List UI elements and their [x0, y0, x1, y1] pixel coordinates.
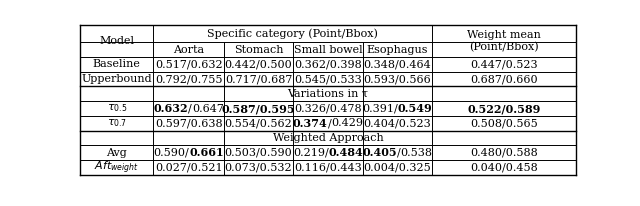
Text: 0.593/0.566: 0.593/0.566	[364, 74, 431, 84]
Text: 0.792/0.755: 0.792/0.755	[155, 74, 222, 84]
Text: 0.442/0.500: 0.442/0.500	[225, 59, 292, 69]
Text: Upperbound: Upperbound	[81, 74, 152, 84]
Text: Model: Model	[99, 36, 134, 46]
Text: 0.554/0.562: 0.554/0.562	[225, 118, 292, 128]
Text: 0.391: 0.391	[362, 104, 394, 114]
Text: Aorta: Aorta	[173, 44, 204, 55]
Text: 0.517/0.632: 0.517/0.632	[155, 59, 223, 69]
Text: /: /	[394, 104, 398, 114]
Text: /: /	[188, 104, 192, 114]
Text: /: /	[186, 148, 189, 158]
Text: $\tau_{0.5}$: $\tau_{0.5}$	[106, 103, 127, 115]
Text: Variations in τ: Variations in τ	[287, 89, 369, 99]
Text: 0.404/0.523: 0.404/0.523	[364, 118, 431, 128]
Text: Stomach: Stomach	[234, 44, 284, 55]
Text: $\tau_{0.7}$: $\tau_{0.7}$	[107, 117, 127, 129]
Text: 0.717/0.687: 0.717/0.687	[225, 74, 292, 84]
Text: 0.587/0.595: 0.587/0.595	[221, 103, 296, 114]
Text: /: /	[328, 118, 332, 128]
Text: 0.027/0.521: 0.027/0.521	[155, 163, 223, 173]
Text: $Aft_{weight}$: $Aft_{weight}$	[94, 159, 139, 176]
Text: Specific category (Point/Bbox): Specific category (Point/Bbox)	[207, 28, 378, 39]
Text: /: /	[324, 148, 328, 158]
Text: Esophagus: Esophagus	[367, 44, 428, 55]
Text: 0.447/0.523: 0.447/0.523	[470, 59, 538, 69]
Text: 0.326/0.478: 0.326/0.478	[294, 104, 362, 114]
Text: 0.687/0.660: 0.687/0.660	[470, 74, 538, 84]
Text: 0.632: 0.632	[154, 103, 188, 114]
Text: 0.647: 0.647	[192, 104, 224, 114]
Text: Weighted Approach: Weighted Approach	[273, 133, 383, 143]
Text: Baseline: Baseline	[93, 59, 141, 69]
Text: /: /	[397, 148, 401, 158]
Text: 0.405: 0.405	[362, 147, 397, 158]
Text: 0.004/0.325: 0.004/0.325	[364, 163, 431, 173]
Text: 0.480/0.588: 0.480/0.588	[470, 148, 538, 158]
Text: 0.040/0.458: 0.040/0.458	[470, 163, 538, 173]
Text: 0.545/0.533: 0.545/0.533	[294, 74, 362, 84]
Text: 0.503/0.590: 0.503/0.590	[225, 148, 292, 158]
Text: 0.116/0.443: 0.116/0.443	[294, 163, 362, 173]
Text: 0.597/0.638: 0.597/0.638	[155, 118, 223, 128]
Text: 0.484: 0.484	[328, 147, 364, 158]
Text: Weight mean
(Point/Bbox): Weight mean (Point/Bbox)	[467, 30, 541, 52]
Text: 0.362/0.398: 0.362/0.398	[294, 59, 362, 69]
Text: Small bowel: Small bowel	[294, 44, 362, 55]
Text: 0.538: 0.538	[401, 148, 433, 158]
Text: 0.661: 0.661	[189, 147, 224, 158]
Text: 0.073/0.532: 0.073/0.532	[225, 163, 292, 173]
Text: 0.508/0.565: 0.508/0.565	[470, 118, 538, 128]
Text: 0.549: 0.549	[398, 103, 433, 114]
Text: 0.590: 0.590	[154, 148, 186, 158]
Text: Avg: Avg	[106, 148, 127, 158]
Text: 0.348/0.464: 0.348/0.464	[364, 59, 431, 69]
Text: 0.219: 0.219	[292, 148, 324, 158]
Text: 0.374: 0.374	[292, 118, 328, 129]
Text: 0.429: 0.429	[332, 118, 364, 128]
Text: 0.522/0.589: 0.522/0.589	[467, 103, 541, 114]
